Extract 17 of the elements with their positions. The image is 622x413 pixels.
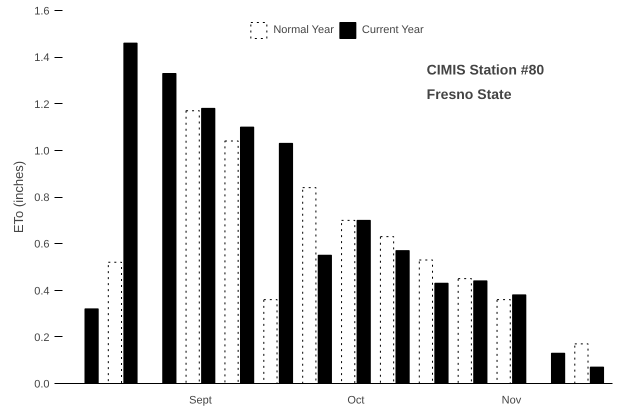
y-tick-label: 1.6 xyxy=(34,6,50,18)
y-tick-label: 1.0 xyxy=(34,145,50,158)
x-tick-label: Sept xyxy=(189,394,212,406)
y-tick-label: 0.0 xyxy=(34,378,50,390)
legend-label: Current Year xyxy=(362,24,424,36)
y-tick-label: 0.6 xyxy=(34,238,50,251)
y-tick-label: 0.2 xyxy=(34,332,50,344)
annotation: Fresno State xyxy=(426,86,512,102)
y-tick-label: 1.2 xyxy=(34,98,50,111)
annotation: CIMIS Station #80 xyxy=(426,62,544,78)
x-tick-label: Oct xyxy=(347,394,365,406)
y-tick-label: 0.8 xyxy=(34,192,50,204)
y-axis-title: ETo (inches) xyxy=(11,160,26,234)
y-tick-label: 0.4 xyxy=(34,285,50,298)
y-tick-label: 1.4 xyxy=(34,52,50,64)
legend-label: Normal Year xyxy=(273,24,334,36)
x-tick-label: Nov xyxy=(502,394,522,406)
